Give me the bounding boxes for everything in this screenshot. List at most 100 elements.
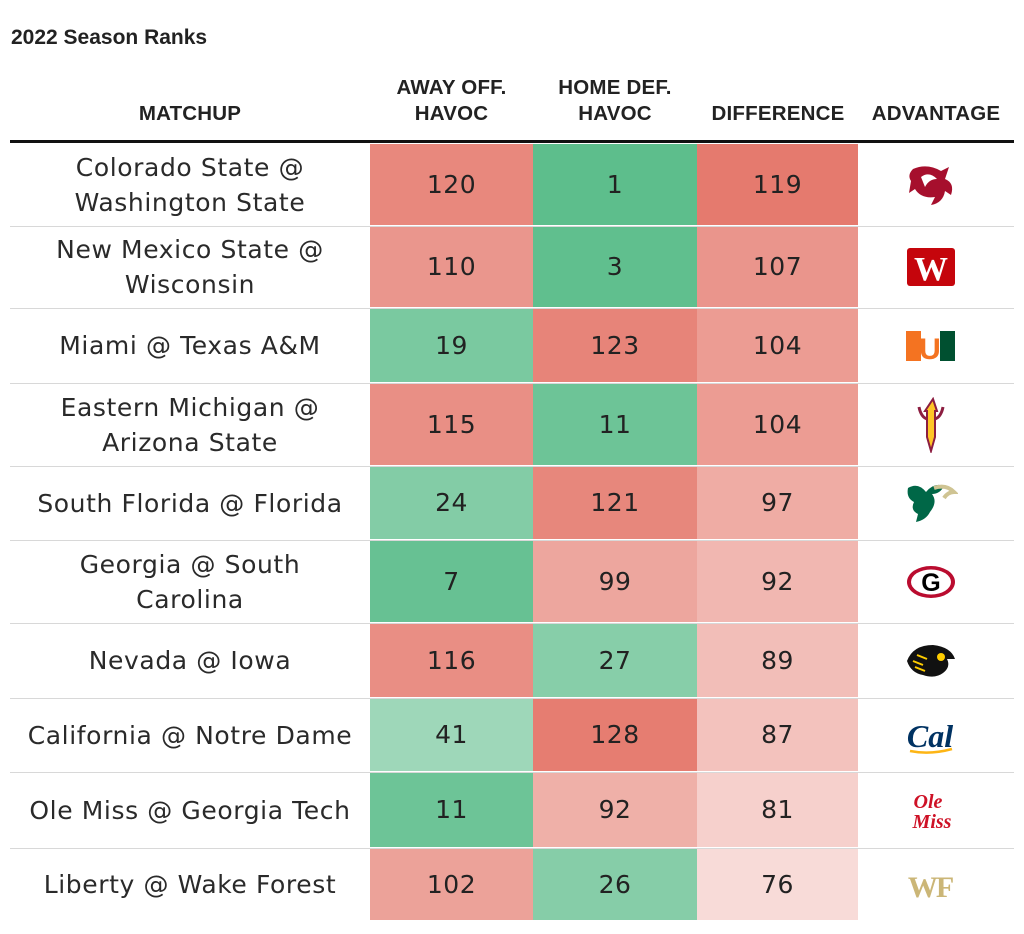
wake-forest-logo: WF xyxy=(908,871,955,904)
svg-text:U: U xyxy=(919,333,941,363)
matchup-text: Nevada @ Iowa xyxy=(89,643,292,678)
california-logo: Cal xyxy=(907,718,953,754)
matchup-cell: Miami @ Texas A&M xyxy=(10,308,370,383)
matchup-line1: California @ Notre Dame xyxy=(27,720,353,750)
away-off-havoc-cell: 116 xyxy=(370,623,533,697)
matchup-cell: California @ Notre Dame xyxy=(10,698,370,772)
header-away-off-line2: HAVOC xyxy=(414,102,489,125)
header-difference-label: DIFFERENCE xyxy=(711,102,845,125)
home-def-havoc-cell: 1 xyxy=(533,144,697,225)
away-off-havoc-cell: 115 xyxy=(370,383,533,465)
header-home-def-line2: HAVOC xyxy=(578,102,652,125)
away-off-havoc-cell: 102 xyxy=(370,848,533,920)
matchup-cell: Georgia @ South Carolina xyxy=(10,540,370,623)
svg-text:G: G xyxy=(921,569,940,597)
matchup-line2: Wisconsin xyxy=(124,270,256,299)
matchup-text: New Mexico State @ Wisconsin xyxy=(56,232,324,302)
table-row: South Florida @ Florida 24 121 97 xyxy=(10,466,1014,540)
matchup-line1: Eastern Michigan @ xyxy=(60,392,320,422)
away-off-havoc-cell: 19 xyxy=(370,308,533,382)
row-divider xyxy=(10,226,1014,227)
row-divider xyxy=(10,466,1014,467)
away-off-havoc-cell: 24 xyxy=(370,466,533,539)
matchup-text: Ole Miss @ Georgia Tech xyxy=(29,793,350,828)
matchup-line1: Liberty @ Wake Forest xyxy=(43,870,337,899)
matchup-line1: Georgia @ South xyxy=(79,549,301,579)
home-def-havoc-cell: 26 xyxy=(533,848,697,920)
iowa-logo xyxy=(907,644,955,677)
home-def-havoc-cell: 11 xyxy=(533,383,697,465)
advantage-cell xyxy=(858,623,1004,698)
away-off-havoc-cell: 11 xyxy=(370,772,533,847)
svg-text:W: W xyxy=(914,251,948,288)
south-florida-logo xyxy=(907,484,958,522)
matchup-text: Colorado State @ Washington State xyxy=(75,150,306,220)
matchup-line1: South Florida @ Florida xyxy=(37,488,343,518)
advantage-cell: Cal xyxy=(858,698,1004,772)
wisconsin-logo: W xyxy=(907,248,955,288)
svg-text:Cal: Cal xyxy=(907,718,953,754)
advantage-cell: W xyxy=(858,226,1004,308)
difference-cell: 76 xyxy=(697,848,858,920)
matchup-text: Liberty @ Wake Forest xyxy=(44,867,337,902)
difference-cell: 104 xyxy=(697,308,858,382)
svg-text:WF: WF xyxy=(908,871,953,904)
table-row: Georgia @ South Carolina 7 99 92 G xyxy=(10,540,1014,623)
row-divider xyxy=(10,623,1014,624)
difference-cell: 119 xyxy=(697,144,858,225)
header-advantage: ADVANTAGE xyxy=(860,101,1012,127)
chart-title: 2022 Season Ranks xyxy=(11,26,208,49)
home-def-havoc-cell: 121 xyxy=(533,466,697,539)
advantage-cell xyxy=(858,466,1004,540)
row-divider xyxy=(10,383,1014,384)
home-def-havoc-cell: 92 xyxy=(533,772,697,847)
matchup-line1: Miami @ Texas A&M xyxy=(59,331,321,360)
home-def-havoc-cell: 123 xyxy=(533,308,697,382)
matchup-text: Eastern Michigan @ Arizona State xyxy=(61,390,320,460)
matchup-cell: New Mexico State @ Wisconsin xyxy=(10,226,370,308)
washington-state-logo xyxy=(909,166,953,205)
matchup-line1: New Mexico State @ xyxy=(56,235,324,264)
matchup-cell: South Florida @ Florida xyxy=(10,466,370,540)
home-def-havoc-cell: 27 xyxy=(533,623,697,697)
row-divider xyxy=(10,308,1014,309)
advantage-cell: WF xyxy=(858,848,1004,921)
georgia-logo: G xyxy=(907,565,955,598)
advantage-cell xyxy=(858,383,1004,466)
table-row: California @ Notre Dame 41 128 87 Cal xyxy=(10,698,1014,772)
away-off-havoc-cell: 120 xyxy=(370,144,533,225)
header-home-def-line1: HOME DEF. xyxy=(558,76,672,99)
matchup-line2: Arizona State xyxy=(102,427,278,457)
header-away-off-havoc: AWAY OFF. HAVOC xyxy=(370,75,533,127)
svg-text:Miss: Miss xyxy=(912,811,952,832)
table-row: Miami @ Texas A&M 19 123 104 U xyxy=(10,308,1014,383)
matchup-cell: Nevada @ Iowa xyxy=(10,623,370,698)
table-row: New Mexico State @ Wisconsin 110 3 107 W xyxy=(10,226,1014,308)
matchup-line2: Washington State xyxy=(74,188,306,217)
advantage-cell: U xyxy=(858,308,1004,383)
matchup-line2: Carolina xyxy=(136,584,244,614)
header-matchup: MATCHUP xyxy=(130,101,250,127)
home-def-havoc-cell: 3 xyxy=(533,226,697,307)
difference-cell: 87 xyxy=(697,698,858,771)
header-difference: DIFFERENCE xyxy=(702,101,854,127)
table-row: Colorado State @ Washington State 120 1 119 xyxy=(10,144,1014,226)
difference-cell: 92 xyxy=(697,540,858,622)
matchup-text: California @ Notre Dame xyxy=(28,718,353,753)
advantage-cell: Ole Miss xyxy=(858,772,1004,848)
matchup-line1: Ole Miss @ Georgia Tech xyxy=(29,795,351,825)
header-matchup-label: MATCHUP xyxy=(138,102,242,125)
row-divider xyxy=(10,848,1014,849)
miami-logo: U xyxy=(906,330,955,363)
row-divider xyxy=(10,540,1014,541)
advantage-cell xyxy=(858,144,1004,226)
matchup-cell: Ole Miss @ Georgia Tech xyxy=(10,772,370,848)
table-row: Eastern Michigan @ Arizona State 115 11 104 xyxy=(10,383,1014,466)
svg-text:Ole: Ole xyxy=(914,791,943,813)
difference-cell: 81 xyxy=(697,772,858,847)
matchup-line1: Colorado State @ xyxy=(75,153,305,182)
table-row: Nevada @ Iowa 116 27 89 xyxy=(10,623,1014,698)
difference-cell: 97 xyxy=(697,466,858,539)
matchup-text: Miami @ Texas A&M xyxy=(59,328,320,363)
